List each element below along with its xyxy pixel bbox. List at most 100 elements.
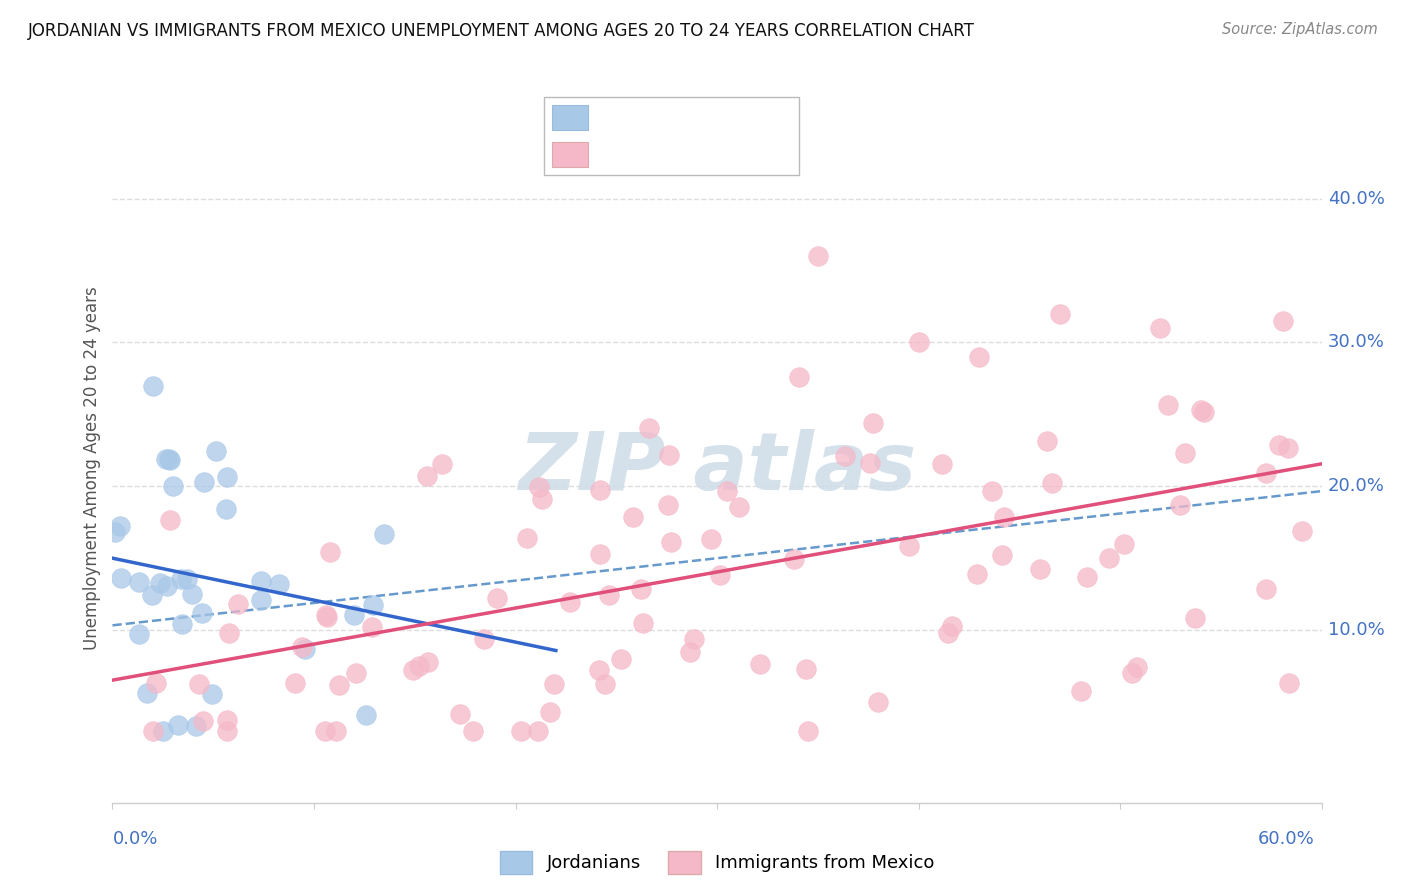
Point [193, 714, 215, 728]
Point [193, 475, 215, 489]
Point [328, 677, 350, 691]
Point [967, 350, 990, 364]
Point [167, 717, 190, 731]
Text: 0.064: 0.064 [640, 109, 693, 127]
Point [797, 723, 820, 738]
Point [991, 549, 1014, 563]
Point [1029, 562, 1052, 576]
Point [1040, 476, 1063, 491]
Point [543, 677, 565, 691]
Point [184, 719, 207, 733]
Point [314, 723, 336, 738]
Point [187, 677, 209, 691]
Point [638, 421, 661, 435]
Point [683, 632, 706, 647]
Text: 40.0%: 40.0% [1327, 189, 1385, 208]
Point [1267, 438, 1289, 452]
Point [217, 723, 239, 738]
Point [128, 574, 150, 589]
Point [142, 723, 165, 738]
Point [527, 723, 550, 738]
Point [430, 457, 453, 471]
Point [360, 620, 382, 634]
Point [1114, 537, 1136, 551]
Text: 20.0%: 20.0% [1327, 477, 1385, 495]
Point [748, 657, 770, 671]
Point [294, 641, 316, 656]
Point [141, 588, 163, 602]
Point [1168, 498, 1191, 512]
Point [659, 534, 682, 549]
Point [361, 599, 384, 613]
Point [1184, 611, 1206, 625]
Point [516, 531, 538, 545]
Point [170, 617, 193, 632]
Point [215, 501, 238, 516]
Point [152, 723, 174, 738]
Point [149, 575, 172, 590]
Point [658, 448, 681, 462]
Point [408, 659, 430, 673]
Point [589, 483, 612, 498]
Point [176, 573, 198, 587]
Point [589, 547, 612, 561]
Y-axis label: Unemployment Among Ages 20 to 24 years: Unemployment Among Ages 20 to 24 years [83, 286, 101, 650]
Point [181, 586, 204, 600]
Text: N =: N = [710, 110, 747, 125]
Point [269, 576, 291, 591]
Point [1035, 434, 1057, 449]
Point [315, 607, 337, 622]
Text: ZIP atlas: ZIP atlas [517, 429, 917, 508]
Text: 60.0%: 60.0% [1258, 830, 1315, 847]
Point [1194, 405, 1216, 419]
Point [1125, 660, 1147, 674]
Point [170, 572, 193, 586]
Point [136, 686, 159, 700]
Point [1272, 314, 1295, 328]
Point [716, 483, 738, 498]
Point [201, 687, 224, 701]
Point [373, 526, 395, 541]
Point [402, 663, 425, 677]
Point [966, 566, 988, 581]
Point [1156, 398, 1178, 412]
Point [807, 249, 830, 263]
Point [941, 619, 963, 633]
Point [868, 695, 890, 709]
Point [657, 498, 679, 512]
Point [678, 645, 700, 659]
Point [142, 378, 165, 392]
Point [1256, 582, 1278, 597]
Point [993, 510, 1015, 524]
Point [530, 492, 553, 507]
Text: JORDANIAN VS IMMIGRANTS FROM MEXICO UNEMPLOYMENT AMONG AGES 20 TO 24 YEARS CORRE: JORDANIAN VS IMMIGRANTS FROM MEXICO UNEM… [28, 22, 974, 40]
Point [1254, 466, 1277, 480]
Point [485, 591, 508, 605]
Point [700, 532, 723, 546]
Point [631, 616, 654, 631]
Point [789, 370, 811, 384]
Point [709, 567, 731, 582]
Point [1121, 665, 1143, 680]
Point [540, 705, 562, 719]
Point [621, 510, 644, 524]
Point [931, 457, 953, 471]
Point [343, 607, 366, 622]
Point [145, 676, 167, 690]
FancyBboxPatch shape [544, 97, 799, 175]
Text: 99: 99 [749, 145, 773, 163]
Point [593, 677, 616, 691]
Text: 30.0%: 30.0% [1327, 334, 1385, 351]
Point [728, 500, 751, 514]
Text: Source: ZipAtlas.com: Source: ZipAtlas.com [1222, 22, 1378, 37]
Point [159, 453, 181, 467]
Point [1076, 569, 1098, 583]
Point [291, 640, 314, 654]
Legend: Jordanians, Immigrants from Mexico: Jordanians, Immigrants from Mexico [492, 844, 942, 880]
Point [472, 632, 495, 646]
Point [509, 723, 531, 738]
Point [1189, 402, 1212, 417]
Point [316, 609, 339, 624]
Point [1174, 446, 1197, 460]
Point [782, 552, 804, 566]
